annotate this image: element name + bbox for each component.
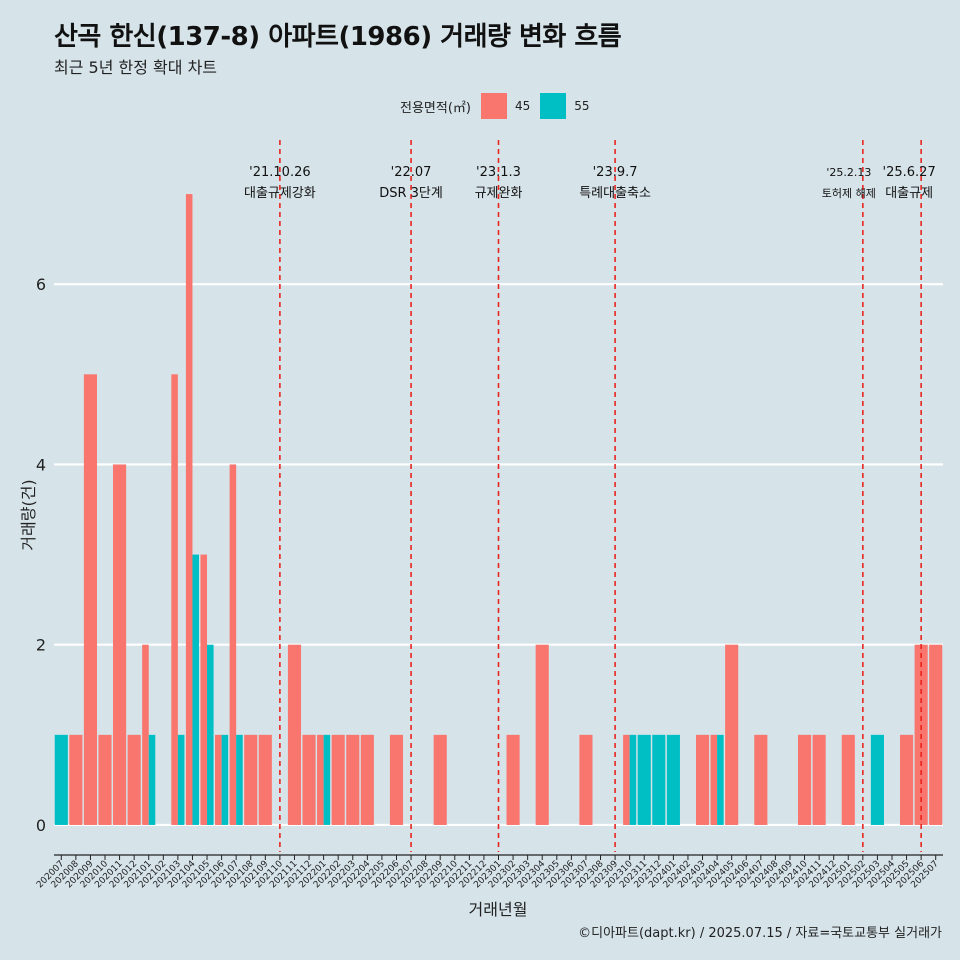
event-date-3: '23.9.7 [593,165,638,180]
bar-202105-45 [200,554,208,825]
legend-label-55: 55 [574,99,590,113]
bar-202202-45 [331,734,345,825]
event-label-2: 규제완화 [475,186,523,201]
event-label-0: 대출규제강화 [244,186,316,201]
bar-202410-45 [797,734,812,825]
bar-202403-45 [695,734,710,825]
bar-202501-45 [841,734,855,825]
bar-202411-45 [812,734,826,825]
y-tick-label-4: 4 [36,455,46,474]
event-date-4: '25.2.13 [826,166,871,179]
bar-202106-55 [221,734,229,825]
bar-202311-55 [637,734,651,825]
bar-202407-45 [754,734,768,825]
bar-202404-55 [717,734,724,825]
bar-202312-55 [652,734,666,825]
chart-subtitle: 최근 5년 한정 확대 차트 [54,58,218,77]
bar-202009-45 [83,374,97,825]
event-date-5: '25.6.27 [883,165,936,180]
chart-title: 산곡 한신(137-8) 아파트(1986) 거래량 변화 흐름 [54,22,622,52]
bar-202101-55 [148,734,156,825]
legend-swatch-45 [480,93,507,119]
legend-title: 전용면적(㎡) [400,100,471,116]
bar-202307-45 [579,734,593,825]
bar-202011-45 [113,464,127,825]
y-axis-label: 거래량(건) [19,479,38,550]
bar-202101-45 [142,644,149,825]
bar-202209-45 [433,734,447,825]
bar-202012-45 [127,734,141,825]
legend: 전용면적(㎡) 45 55 [400,93,590,119]
bar-202107-55 [236,734,243,825]
bar-202103-45 [171,374,178,825]
y-tick-label-0: 0 [36,816,46,835]
event-label-3: 특례대출축소 [579,186,651,201]
event-label-5: 대출규제 [885,186,933,201]
event-markers: '21.10.26 대출규제강화 '22.07 DSR 3단계 '23.1.3 규제완화 '… [244,140,936,852]
event-label-1: DSR 3단계 [379,186,443,201]
bar-202108-45 [244,734,258,825]
x-axis-label: 거래년월 [469,900,528,919]
bar-202204-45 [360,734,374,825]
bar-202010-45 [98,734,112,825]
bar-202302-45 [506,734,520,825]
bar-202304-45 [535,644,549,825]
bar-202405-45 [725,644,739,825]
bar-202201-55 [323,734,331,825]
bar-202106-45 [215,734,222,825]
caption: ©디아파트(dapt.kr) / 2025.07.15 / 자료=국토교통부 실… [578,926,942,941]
bar-202105-55 [207,644,214,825]
bar-202111-45 [287,644,302,825]
bar-202201-45 [317,734,324,825]
bar-202104-45 [185,194,193,825]
bar-202008-45 [69,734,83,825]
bar-202310-45 [623,734,630,825]
event-date-0: '21.10.26 [249,165,310,180]
bar-202401-55 [666,734,680,825]
bar-202103-55 [177,734,185,825]
bar-202206-45 [389,734,404,825]
event-date-2: '23.1.3 [476,165,521,180]
bar-202007-55 [54,734,68,825]
y-tick-label-2: 2 [36,636,46,655]
bar-202507-45 [929,644,943,825]
legend-swatch-55 [540,93,567,119]
event-date-1: '22.07 [391,165,432,180]
bar-202505-45 [900,734,914,825]
bar-202404-45 [710,734,718,825]
bar-202203-45 [346,734,360,825]
legend-label-45: 45 [514,99,531,113]
bar-202107-45 [229,464,237,825]
event-label-4: 토허제 해제 [822,186,876,200]
bar-202112-45 [302,734,316,825]
bar-202310-55 [629,734,637,825]
bar-202109-45 [258,734,272,825]
bar-202104-55 [192,554,200,825]
y-tick-label-6: 6 [36,275,46,294]
bar-202503-55 [870,734,884,825]
bars [54,194,943,825]
